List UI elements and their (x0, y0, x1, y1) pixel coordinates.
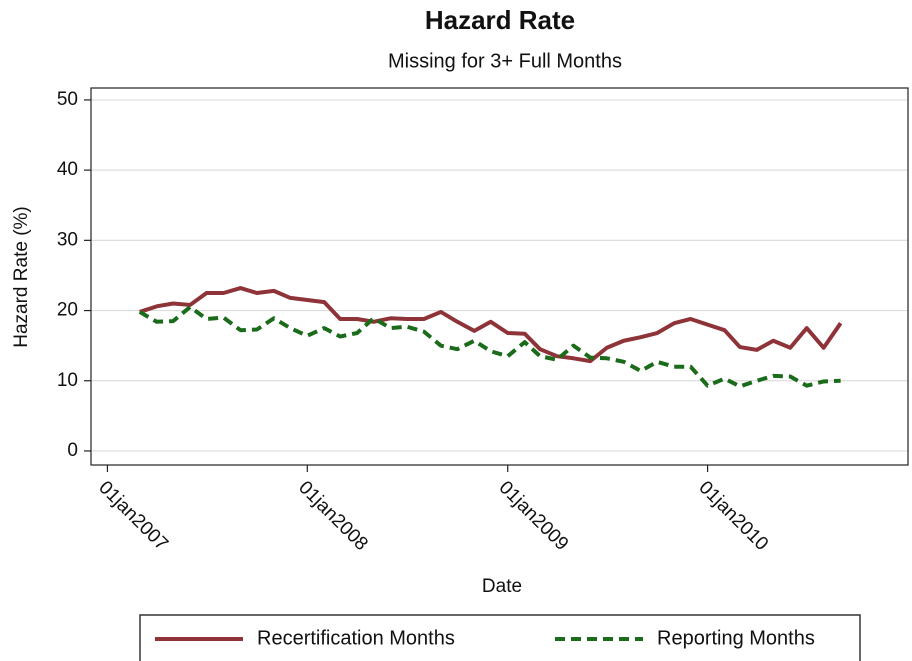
x-tick-label: 01jan2010 (695, 477, 773, 555)
legend-box (139, 614, 861, 661)
legend-label: Recertification Months (257, 627, 455, 649)
y-tick-label: 10 (57, 370, 78, 391)
plot-frame (90, 87, 909, 466)
y-tick-label: 30 (57, 229, 78, 250)
x-tick-label: 01jan2007 (94, 477, 172, 555)
series-line (139, 286, 843, 364)
chart-subtitle: Missing for 3+ Full Months (388, 50, 622, 72)
y-tick-label: 50 (57, 89, 78, 110)
x-axis-label: Date (482, 576, 522, 597)
chart-title: Hazard Rate (425, 5, 575, 35)
y-tick-label: 20 (57, 300, 78, 321)
y-tick-label: 40 (57, 159, 78, 180)
y-axis-label: Hazard Rate (%) (11, 206, 32, 348)
series-line (138, 305, 841, 389)
legend-label: Reporting Months (657, 627, 815, 649)
x-tick-label: 01jan2009 (495, 477, 573, 555)
y-tick-label: 0 (67, 440, 78, 461)
x-tick-label: 01jan2008 (294, 477, 372, 555)
